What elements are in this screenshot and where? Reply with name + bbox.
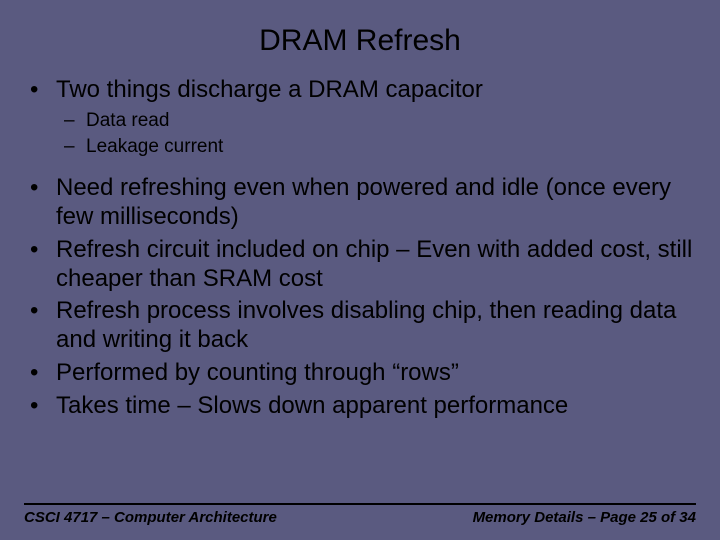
slide-content: • Two things discharge a DRAM capacitor …: [24, 76, 696, 421]
bullet-text: Refresh process involves disabling chip,…: [56, 297, 696, 355]
bullet-marker: •: [28, 236, 56, 265]
bullet-text: Need refreshing even when powered and id…: [56, 174, 696, 232]
bullet-marker: •: [28, 174, 56, 203]
bullet-text: Takes time – Slows down apparent perform…: [56, 392, 696, 421]
bullet-marker: –: [64, 135, 86, 160]
footer-left: CSCI 4717 – Computer Architecture: [24, 509, 277, 526]
footer-row: CSCI 4717 – Computer Architecture Memory…: [24, 509, 696, 526]
bullet-item: • Takes time – Slows down apparent perfo…: [28, 392, 696, 421]
bullet-text: Data read: [86, 109, 696, 134]
slide-title: DRAM Refresh: [24, 24, 696, 58]
bullet-marker: •: [28, 359, 56, 388]
sub-bullet-group: – Data read – Leakage current: [28, 109, 696, 160]
bullet-item: • Two things discharge a DRAM capacitor: [28, 76, 696, 105]
slide-footer: CSCI 4717 – Computer Architecture Memory…: [24, 503, 696, 526]
bullet-item: – Data read: [28, 109, 696, 134]
bullet-text: Refresh circuit included on chip – Even …: [56, 236, 696, 294]
footer-divider: [24, 503, 696, 505]
slide: DRAM Refresh • Two things discharge a DR…: [0, 0, 720, 540]
bullet-item: • Refresh circuit included on chip – Eve…: [28, 236, 696, 294]
bullet-item: – Leakage current: [28, 135, 696, 160]
bullet-text: Leakage current: [86, 135, 696, 160]
bullet-marker: •: [28, 76, 56, 105]
bullet-marker: •: [28, 392, 56, 421]
bullet-marker: –: [64, 109, 86, 134]
bullet-item: • Refresh process involves disabling chi…: [28, 297, 696, 355]
bullet-item: • Performed by counting through “rows”: [28, 359, 696, 388]
bullet-text: Performed by counting through “rows”: [56, 359, 696, 388]
footer-right: Memory Details – Page 25 of 34: [473, 509, 696, 526]
bullet-marker: •: [28, 297, 56, 326]
bullet-item: • Need refreshing even when powered and …: [28, 174, 696, 232]
bullet-text: Two things discharge a DRAM capacitor: [56, 76, 696, 105]
